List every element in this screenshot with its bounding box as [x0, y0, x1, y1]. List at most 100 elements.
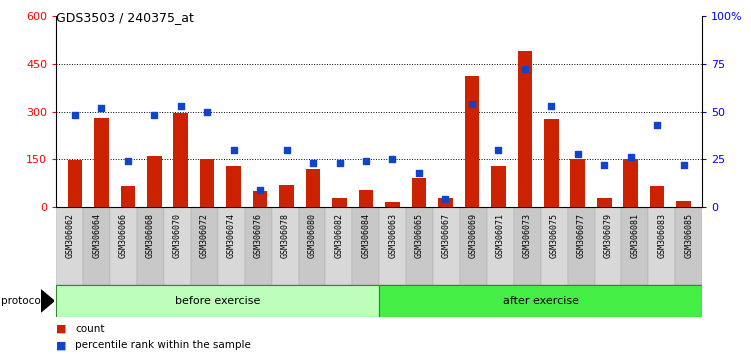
Bar [120, 186, 135, 207]
Bar [677, 201, 691, 207]
Text: GSM306064: GSM306064 [92, 213, 101, 258]
Bar [272, 207, 299, 285]
Text: percentile rank within the sample: percentile rank within the sample [75, 340, 251, 350]
Text: count: count [75, 324, 104, 333]
Point [519, 67, 531, 72]
Point [254, 187, 266, 193]
Bar [379, 207, 406, 285]
Bar [465, 76, 479, 207]
Point [439, 196, 451, 202]
Text: ■: ■ [56, 340, 67, 350]
Text: GSM306070: GSM306070 [173, 213, 182, 258]
Bar [299, 207, 325, 285]
Bar [438, 198, 453, 207]
Text: GSM306084: GSM306084 [361, 213, 370, 258]
Bar [245, 207, 272, 285]
Polygon shape [41, 290, 54, 312]
Bar [433, 207, 460, 285]
Point [307, 160, 319, 166]
Point [69, 113, 81, 118]
Bar [460, 207, 487, 285]
Text: GSM306072: GSM306072 [200, 213, 209, 258]
Point [360, 158, 372, 164]
Text: ■: ■ [56, 324, 67, 333]
Text: GSM306079: GSM306079 [604, 213, 613, 258]
Text: GSM306075: GSM306075 [550, 213, 559, 258]
Bar [541, 207, 568, 285]
Text: GSM306073: GSM306073 [523, 213, 532, 258]
Bar [487, 207, 514, 285]
Text: GSM306062: GSM306062 [65, 213, 74, 258]
Bar [622, 207, 648, 285]
Bar [68, 160, 82, 207]
Bar [56, 285, 379, 317]
Text: GSM306076: GSM306076 [254, 213, 263, 258]
Point [466, 101, 478, 107]
Text: GSM306066: GSM306066 [119, 213, 128, 258]
Bar [191, 207, 218, 285]
Point [228, 147, 240, 153]
Text: GSM306063: GSM306063 [388, 213, 397, 258]
Text: GDS3503 / 240375_at: GDS3503 / 240375_at [56, 11, 195, 24]
Text: GSM306074: GSM306074 [227, 213, 236, 258]
Point [625, 155, 637, 160]
Bar [648, 207, 675, 285]
Bar [173, 113, 188, 207]
Bar [514, 207, 541, 285]
Text: GSM306069: GSM306069 [469, 213, 478, 258]
Bar [147, 156, 161, 207]
Text: GSM306080: GSM306080 [307, 213, 316, 258]
Bar [595, 207, 622, 285]
Bar [218, 207, 245, 285]
Point [677, 162, 689, 168]
Text: GSM306068: GSM306068 [146, 213, 155, 258]
Bar [491, 166, 505, 207]
Point [281, 147, 293, 153]
Bar [379, 285, 702, 317]
Bar [517, 51, 532, 207]
Point [545, 103, 557, 109]
Bar [325, 207, 352, 285]
Bar [623, 159, 638, 207]
Text: before exercise: before exercise [175, 296, 261, 306]
Bar [650, 186, 665, 207]
Bar [94, 118, 109, 207]
Bar [279, 185, 294, 207]
Text: GSM306071: GSM306071 [496, 213, 505, 258]
Text: GSM306082: GSM306082 [334, 213, 343, 258]
Text: GSM306085: GSM306085 [684, 213, 693, 258]
Bar [110, 207, 137, 285]
Text: GSM306078: GSM306078 [281, 213, 290, 258]
Bar [137, 207, 164, 285]
Bar [306, 170, 321, 207]
Point [572, 151, 584, 156]
Bar [200, 159, 215, 207]
Bar [253, 191, 267, 207]
Point [333, 160, 345, 166]
Text: protocol: protocol [1, 296, 44, 306]
Point [599, 162, 611, 168]
Bar [352, 207, 379, 285]
Text: after exercise: after exercise [502, 296, 579, 306]
Bar [56, 207, 83, 285]
Text: GSM306077: GSM306077 [577, 213, 586, 258]
Bar [597, 198, 611, 207]
Bar [226, 166, 241, 207]
Text: GSM306083: GSM306083 [657, 213, 666, 258]
Bar [675, 207, 702, 285]
Bar [332, 198, 347, 207]
Bar [406, 207, 433, 285]
Bar [359, 190, 373, 207]
Point [651, 122, 663, 128]
Point [122, 158, 134, 164]
Point [413, 170, 425, 176]
Text: GSM306081: GSM306081 [630, 213, 639, 258]
Point [148, 113, 160, 118]
Bar [83, 207, 110, 285]
Text: GSM306065: GSM306065 [415, 213, 424, 258]
Point [95, 105, 107, 110]
Bar [544, 119, 559, 207]
Point [175, 103, 187, 109]
Point [493, 147, 505, 153]
Point [387, 156, 399, 162]
